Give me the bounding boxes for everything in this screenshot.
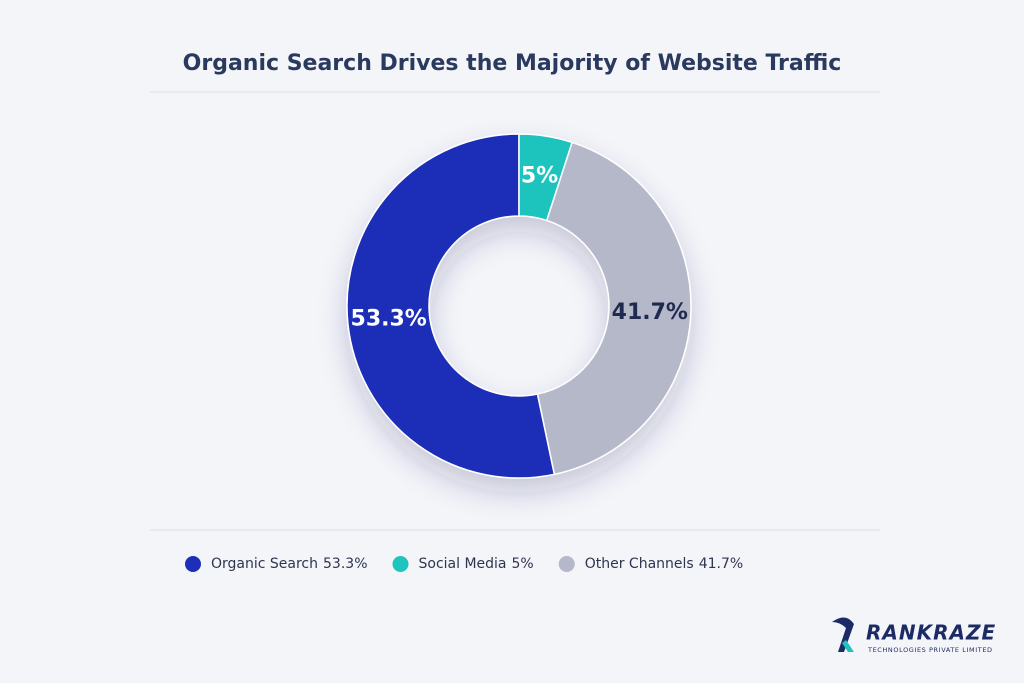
legend-entry: Organic Search 53.3%: [211, 556, 368, 572]
logo-icon: [832, 617, 854, 652]
logo-icon: [842, 640, 854, 652]
slice-label: 41.7%: [612, 300, 688, 325]
legend-value: 5%: [512, 556, 534, 572]
logo: RANKRAZE TECHNOLOGIES PRIVATE LIMITED: [832, 617, 996, 654]
legend-entry: Other Channels 41.7%: [585, 556, 743, 572]
legend-swatch: [185, 556, 201, 572]
slice-labels: 53.3% 5% 41.7%: [351, 164, 688, 332]
legend-swatch: [558, 556, 575, 572]
logo-name: RANKRAZE: [866, 621, 996, 645]
legend-value: 53.3%: [323, 556, 367, 572]
legend-label: Social Media: [419, 556, 507, 572]
legend-entry: Social Media 5%: [419, 556, 534, 572]
logo-tagline: TECHNOLOGIES PRIVATE LIMITED: [867, 646, 993, 654]
legend-swatch: [392, 556, 409, 572]
slice-label: 5%: [521, 164, 558, 189]
slice: [346, 133, 556, 479]
legend-label: Organic Search: [211, 556, 318, 572]
slice-label: 53.3%: [351, 307, 427, 332]
legend-label: Other Channels: [585, 556, 694, 572]
slice: [536, 141, 692, 476]
donut: [346, 133, 692, 479]
chart-title: Organic Search Drives the Majority of We…: [183, 51, 842, 76]
legend: Organic Search 53.3% Social Media 5% Other C…: [185, 556, 743, 572]
legend-value: 41.7%: [699, 556, 743, 572]
